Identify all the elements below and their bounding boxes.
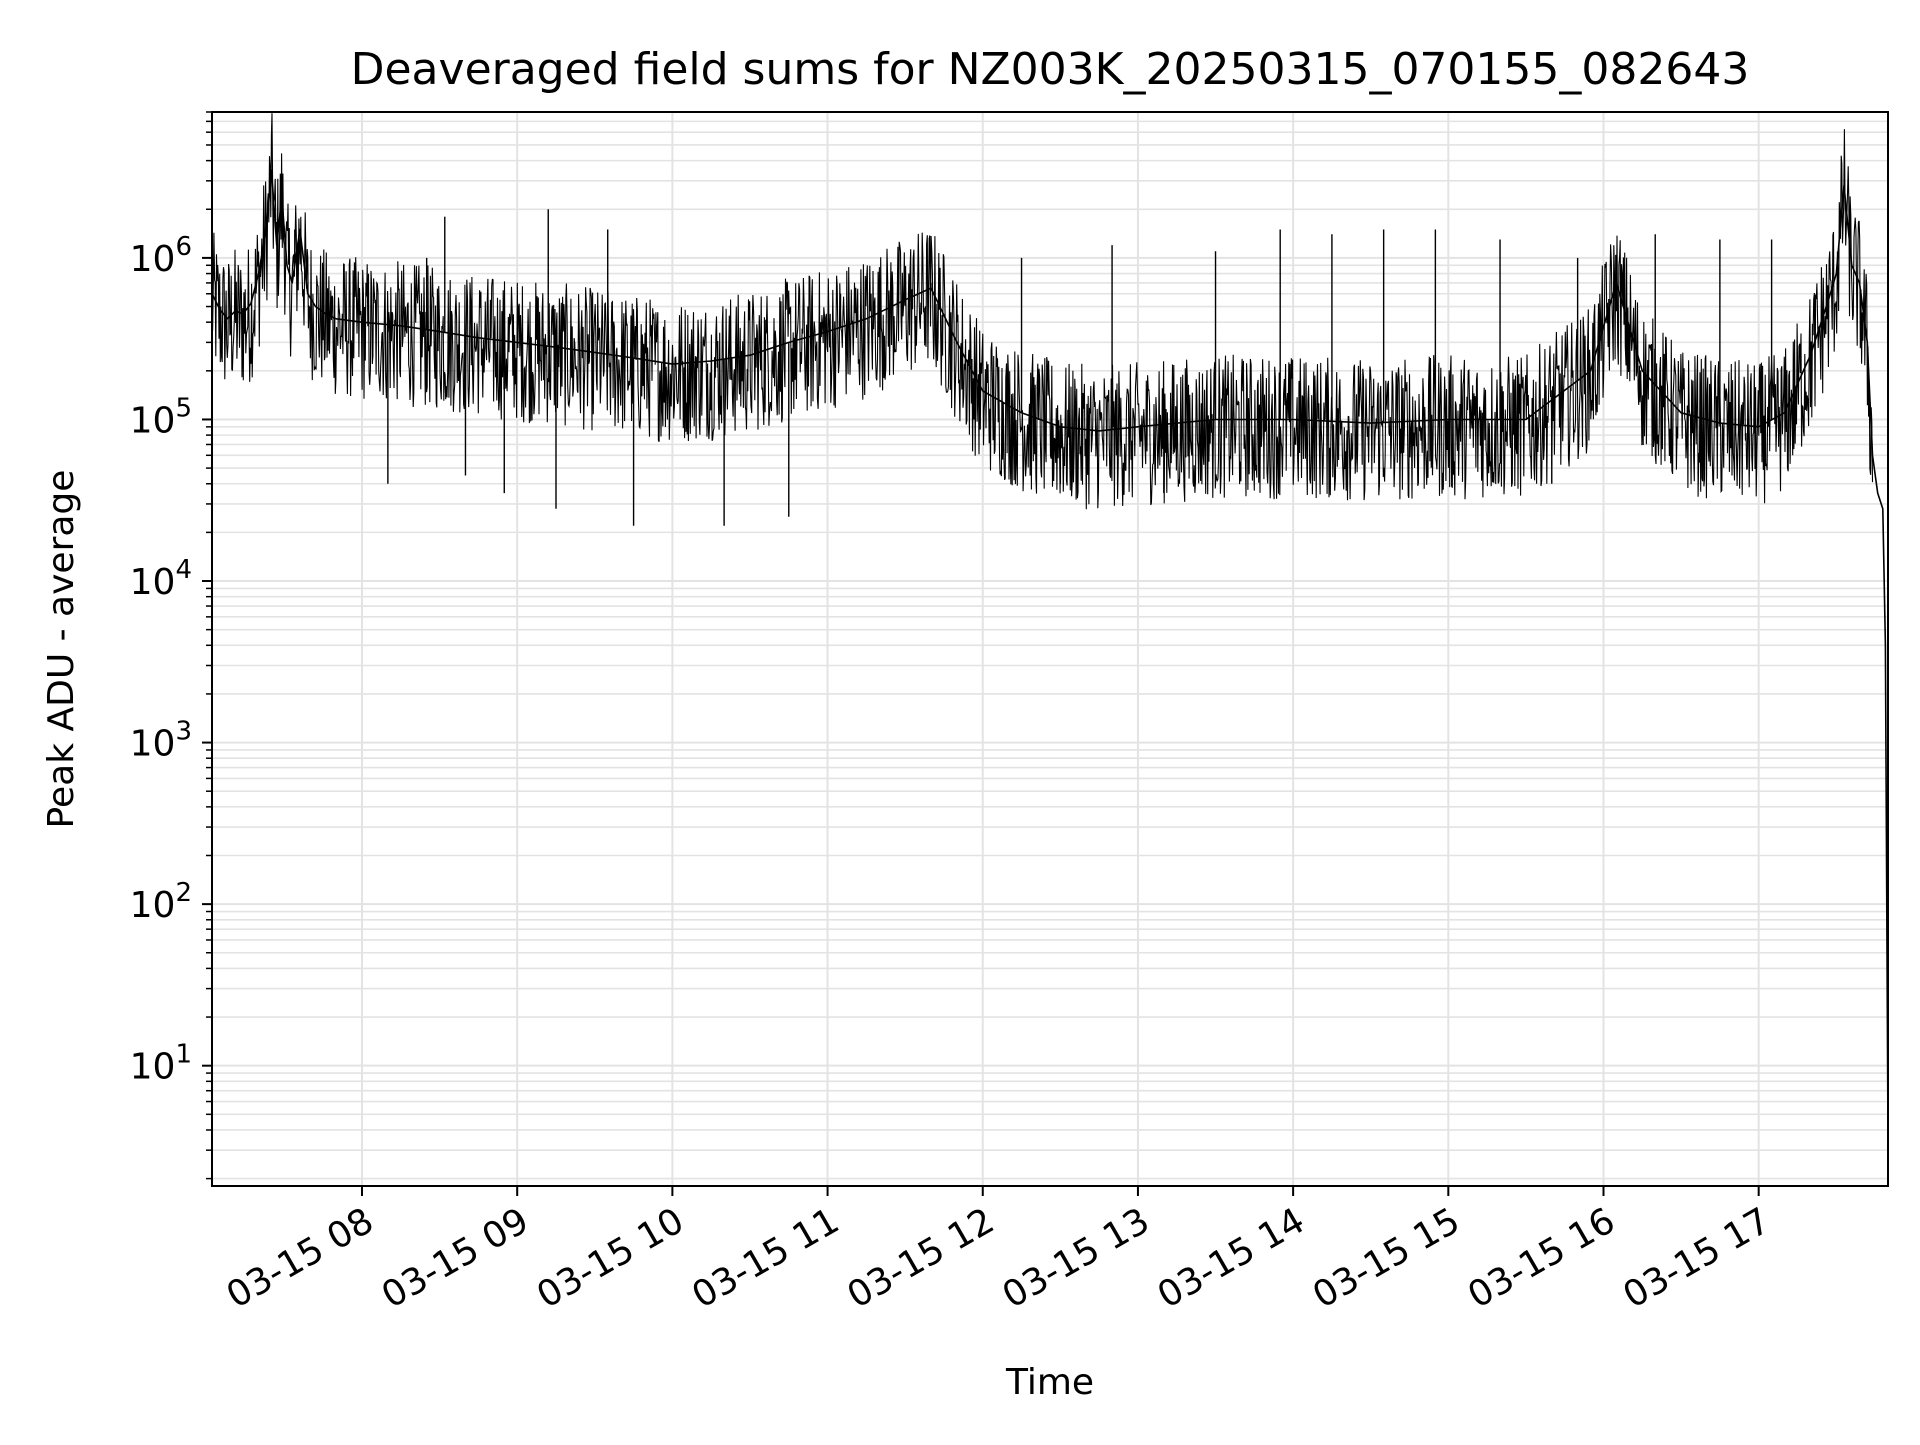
y-tick-label: 103 <box>130 717 192 765</box>
x-axis-label: Time <box>1005 1362 1094 1403</box>
y-axis-label: Peak ADU - average <box>41 470 82 829</box>
y-tick-label: 102 <box>130 878 192 926</box>
y-tick-label: 101 <box>130 1040 192 1088</box>
grid-lines <box>212 111 1888 1186</box>
y-tick-label: 104 <box>130 555 192 603</box>
chart-title: Deaveraged field sums for NZ003K_2025031… <box>351 44 1750 95</box>
y-tick-label: 106 <box>130 232 192 280</box>
y-tick-label: 105 <box>130 393 192 441</box>
axes-frame <box>211 111 1889 1187</box>
plot-area <box>211 113 1889 1140</box>
series-noise-trace <box>211 113 1874 510</box>
